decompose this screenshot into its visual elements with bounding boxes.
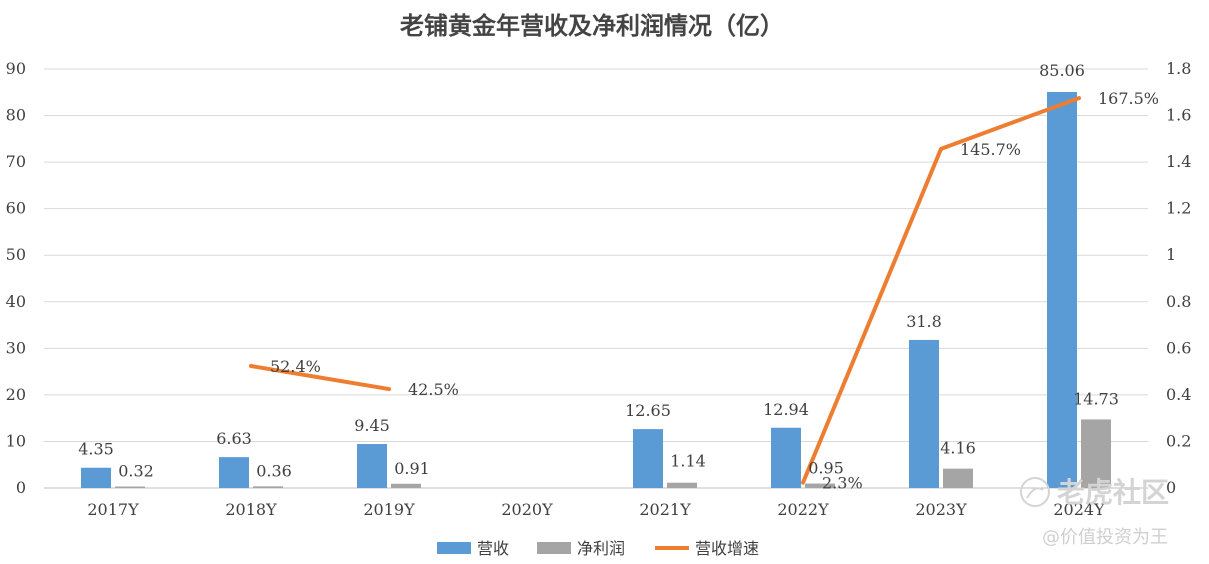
revenue-label: 12.65 <box>625 401 671 420</box>
y-left-tick-label: 90 <box>6 59 26 78</box>
x-tick-label: 2021Y <box>639 500 691 519</box>
x-tick-label: 2019Y <box>363 500 415 519</box>
growth-label: 2.3% <box>822 474 863 493</box>
legend-label: 营收 <box>477 539 509 558</box>
y-left-tick-label: 40 <box>6 292 26 311</box>
legend-label: 营收增速 <box>695 539 759 558</box>
net-profit-bar <box>115 486 145 488</box>
net-profit-label: 0.95 <box>808 459 844 478</box>
revenue-bar <box>1047 91 1077 488</box>
revenue-bar <box>219 457 249 488</box>
net-profit-bar <box>805 483 835 488</box>
x-tick-label: 2022Y <box>777 500 829 519</box>
y-left-tick-label: 70 <box>6 152 26 171</box>
y-right-tick-label: 1.8 <box>1166 59 1191 78</box>
y-left-tick-label: 20 <box>6 385 26 404</box>
y-left-tick-label: 80 <box>6 106 26 125</box>
net-profit-label: 1.14 <box>670 452 706 471</box>
net-profit-bar <box>391 483 421 488</box>
revenue-bar <box>633 429 663 488</box>
watermark-brand: 老虎社区 <box>1057 476 1169 509</box>
watermark-handle: @价值投资为王 <box>1042 527 1168 548</box>
y-left-tick-label: 10 <box>6 431 26 450</box>
gridlines <box>44 68 1148 489</box>
y-right-tick-label: 1.6 <box>1166 106 1191 125</box>
revenue-label: 6.63 <box>216 429 252 448</box>
growth-line-segment <box>801 96 1081 485</box>
net-profit-label: 4.16 <box>940 439 976 458</box>
growth-line <box>249 96 1081 485</box>
revenue-bar <box>357 444 387 488</box>
net-profit-bar <box>1081 419 1111 488</box>
y-left-tick-label: 60 <box>6 199 26 218</box>
tiger-logo-icon <box>1020 477 1050 507</box>
net-profit-label: 0.91 <box>394 459 430 478</box>
y-right-tick-label: 1.2 <box>1166 199 1191 218</box>
net-profit-label: 0.36 <box>256 461 292 480</box>
y-right-tick-label: 1 <box>1166 245 1176 264</box>
data-labels: 4.350.32 6.630.36 9.45 0.91 12.65 1.14 12.94 0.… <box>78 61 1159 493</box>
legend: 营收 净利润 营收增速 <box>437 539 759 558</box>
legend-label: 净利润 <box>577 539 625 558</box>
x-tick-label: 2023Y <box>915 500 967 519</box>
net-profit-label: 14.73 <box>1073 389 1119 408</box>
revenue-label: 31.8 <box>906 312 942 331</box>
growth-label: 52.4% <box>270 357 321 376</box>
x-tick-label: 2024Y <box>1053 500 1105 519</box>
y-right-tick-label: 0.4 <box>1166 385 1191 404</box>
bars <box>81 91 1111 488</box>
net-profit-label: 0.32 <box>118 462 154 481</box>
net-profit-bar <box>943 468 973 488</box>
growth-line-segment <box>249 364 391 392</box>
y-right-tick-label: 0.8 <box>1166 292 1191 311</box>
revenue-bar <box>909 339 939 488</box>
revenue-bar <box>81 467 111 488</box>
y-right-tick-label: 1.4 <box>1166 152 1191 171</box>
watermark: 老虎社区 @价值投资为王 <box>1020 476 1169 548</box>
growth-label: 167.5% <box>1098 89 1159 108</box>
revenue-label: 4.35 <box>78 440 114 459</box>
growth-label: 42.5% <box>408 380 459 399</box>
legend-swatch <box>537 542 571 554</box>
net-profit-bar <box>667 482 697 488</box>
x-tick-label: 2020Y <box>501 500 553 519</box>
chart-title: 老铺黄金年营收及净利润情况（亿） <box>400 11 784 40</box>
net-profit-bar <box>253 486 283 488</box>
y-left-tick-label: 50 <box>6 245 26 264</box>
y-left-tick-label: 30 <box>6 338 26 357</box>
legend-swatch <box>437 542 471 554</box>
x-tick-label: 2017Y <box>87 500 139 519</box>
revenue-label: 85.06 <box>1039 61 1085 80</box>
revenue-label: 9.45 <box>354 416 390 435</box>
y-left-tick-label: 0 <box>16 478 26 497</box>
y-right-tick-label: 0 <box>1166 478 1176 497</box>
growth-label: 145.7% <box>960 140 1021 159</box>
y-right-tick-label: 0.2 <box>1166 431 1191 450</box>
x-tick-label: 2018Y <box>225 500 277 519</box>
axis-ticks: 0 10 20 30 40 50 60 70 80 90 0 0.2 0.4 0.6 0.8 1 1.2 1.4 1… <box>6 59 1192 519</box>
revenue-bar <box>771 427 801 488</box>
y-right-tick-label: 0.6 <box>1166 338 1191 357</box>
revenue-label: 12.94 <box>763 400 809 419</box>
